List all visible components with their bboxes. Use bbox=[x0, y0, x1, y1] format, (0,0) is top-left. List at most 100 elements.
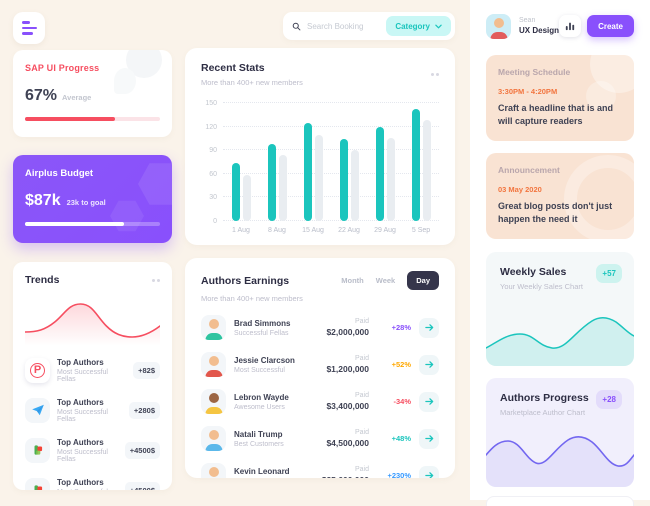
list-item[interactable]: Top Authors Most Successful Fellas +4500… bbox=[25, 430, 160, 470]
authors-progress-title: Authors Progress bbox=[500, 392, 589, 404]
paid-label: Paid bbox=[354, 392, 369, 399]
author-name: Kevin Leonard bbox=[234, 466, 290, 476]
open-row-button[interactable] bbox=[419, 465, 439, 478]
authors-progress-badge: +28 bbox=[596, 390, 622, 409]
menu-button[interactable] bbox=[13, 12, 45, 44]
change-percent: +48% bbox=[391, 434, 411, 443]
author-subtitle: Amazing Templates bbox=[234, 478, 295, 479]
trends-line-chart bbox=[25, 303, 160, 346]
open-row-button[interactable] bbox=[419, 391, 439, 412]
trend-item-badge: +4500$ bbox=[124, 441, 160, 459]
bar bbox=[267, 143, 276, 221]
table-row[interactable]: Kevin Leonard Amazing Templates Paid $35… bbox=[201, 457, 439, 478]
open-row-button[interactable] bbox=[419, 354, 439, 375]
list-item[interactable]: Top Authors Most Successful Fellas +280$ bbox=[25, 390, 160, 430]
recent-stats-card: Recent Stats More than 400+ new members … bbox=[185, 48, 455, 245]
table-row[interactable]: Jessie Clarcson Most Successful Paid $1,… bbox=[201, 346, 439, 383]
right-panel: Sean UX Designer Create Meeting Schedule… bbox=[470, 0, 650, 506]
producthunt-icon: P bbox=[25, 357, 50, 383]
period-tabs: Month Week Day bbox=[341, 271, 439, 290]
paid-amount: $3,400,000 bbox=[326, 401, 369, 411]
tab-day[interactable]: Day bbox=[407, 271, 439, 290]
tab-month[interactable]: Month bbox=[341, 276, 364, 285]
budget-value: $87k bbox=[25, 192, 61, 209]
authors-progress-subtitle: Marketplace Author Chart bbox=[500, 408, 586, 417]
authors-earnings-title: Authors Earnings bbox=[201, 274, 290, 287]
table-row[interactable]: Natali Trump Best Customers Paid $4,500,… bbox=[201, 420, 439, 457]
budget-goal-label: 23k to goal bbox=[66, 198, 106, 207]
meeting-text: Craft a headline that is and will captur… bbox=[498, 103, 614, 126]
category-dropdown[interactable]: Category bbox=[386, 16, 451, 36]
change-percent: +28% bbox=[391, 323, 411, 332]
trend-item-title: Top Authors bbox=[57, 397, 104, 407]
x-axis-label: 1 Aug bbox=[232, 227, 250, 234]
trends-title: Trends bbox=[25, 274, 60, 286]
stats-button[interactable] bbox=[559, 15, 582, 37]
avatar bbox=[201, 315, 226, 340]
partial-card-edge bbox=[486, 496, 634, 506]
search-input[interactable] bbox=[301, 21, 387, 31]
arrow-right-icon bbox=[424, 324, 433, 331]
avatar[interactable] bbox=[486, 13, 511, 39]
trend-item-subtitle: Most Successful Fellas bbox=[57, 489, 118, 491]
author-name: Jessie Clarcson bbox=[234, 355, 295, 365]
weekly-sales-title: Weekly Sales bbox=[500, 266, 567, 278]
sap-progress-bar bbox=[25, 117, 160, 121]
category-label: Category bbox=[395, 21, 430, 31]
x-axis-label: 22 Aug bbox=[338, 227, 360, 234]
budget-progress-fill bbox=[25, 222, 124, 226]
user-role: UX Designer bbox=[519, 26, 567, 35]
table-row[interactable]: Brad Simmons Successful Fellas Paid $2,0… bbox=[201, 309, 439, 346]
x-axis-label: 29 Aug bbox=[374, 227, 396, 234]
trends-card: Trends P Top Authors Most Successful Fel… bbox=[13, 262, 172, 490]
author-name: Brad Simmons bbox=[234, 318, 291, 328]
more-dots-icon[interactable] bbox=[152, 278, 160, 282]
recent-stats-bar-chart: 0 30 60 90 120 150 1 Aug 8 Aug 15 Aug 22 Aug 29 Au… bbox=[205, 100, 439, 234]
bar bbox=[242, 174, 251, 221]
sap-card-title: SAP UI Progress bbox=[25, 63, 100, 73]
author-name: Lebron Wayde bbox=[234, 392, 289, 402]
x-axis-label: 15 Aug bbox=[302, 227, 324, 234]
avatar bbox=[201, 352, 226, 377]
bar-group: 15 Aug bbox=[302, 103, 324, 234]
bar-group: 5 Sep bbox=[411, 103, 431, 234]
paid-label: Paid bbox=[354, 429, 369, 436]
sap-progress-label: Average bbox=[62, 93, 92, 102]
tab-week[interactable]: Week bbox=[375, 276, 396, 285]
sap-progress-card: SAP UI Progress 67% Average bbox=[13, 50, 172, 137]
bar bbox=[303, 123, 312, 221]
sap-progress-value: 67% bbox=[25, 87, 58, 104]
bar-group: 29 Aug bbox=[374, 103, 396, 234]
authors-table: Brad Simmons Successful Fellas Paid $2,0… bbox=[201, 309, 439, 478]
y-axis-tick: 90 bbox=[209, 147, 217, 155]
left-column: document.currentScript.previousElementSi… bbox=[13, 0, 172, 500]
paid-label: Paid bbox=[354, 355, 369, 362]
meeting-schedule-title: Meeting Schedule bbox=[498, 67, 571, 77]
table-row[interactable]: Lebron Wayde Awesome Users Paid $3,400,0… bbox=[201, 383, 439, 420]
bar bbox=[278, 154, 287, 221]
avatar bbox=[201, 389, 226, 414]
authors-progress-card: Authors Progress Marketplace Author Char… bbox=[486, 378, 634, 487]
bar-group: 22 Aug bbox=[338, 103, 360, 234]
create-button[interactable]: Create bbox=[587, 15, 634, 37]
profile-header: Sean UX Designer Create bbox=[486, 12, 634, 40]
sap-progress-fill bbox=[25, 117, 116, 121]
paid-label: Paid bbox=[354, 466, 369, 473]
trend-item-title: Top Authors bbox=[57, 437, 104, 447]
trend-item-title: Top Authors bbox=[57, 357, 104, 367]
bar-group: 8 Aug bbox=[267, 103, 287, 234]
announcement-title: Announcement bbox=[498, 165, 560, 175]
open-row-button[interactable] bbox=[419, 428, 439, 449]
open-row-button[interactable] bbox=[419, 317, 439, 338]
budget-card: Airplus Budget $87k 23k to goal bbox=[13, 155, 172, 243]
more-dots-icon[interactable] bbox=[431, 73, 439, 76]
list-item[interactable]: Top Authors Most Successful Fellas +4500… bbox=[25, 470, 160, 490]
bar-group: 1 Aug bbox=[231, 103, 251, 234]
budget-card-title: Airplus Budget bbox=[25, 168, 94, 179]
weekly-sales-subtitle: Your Weekly Sales Chart bbox=[500, 282, 583, 291]
list-item[interactable]: P Top Authors Most Successful Fellas +82… bbox=[25, 350, 160, 390]
paid-label: Paid bbox=[354, 318, 369, 325]
arrow-right-icon bbox=[424, 398, 433, 405]
change-percent: +230% bbox=[387, 471, 411, 478]
